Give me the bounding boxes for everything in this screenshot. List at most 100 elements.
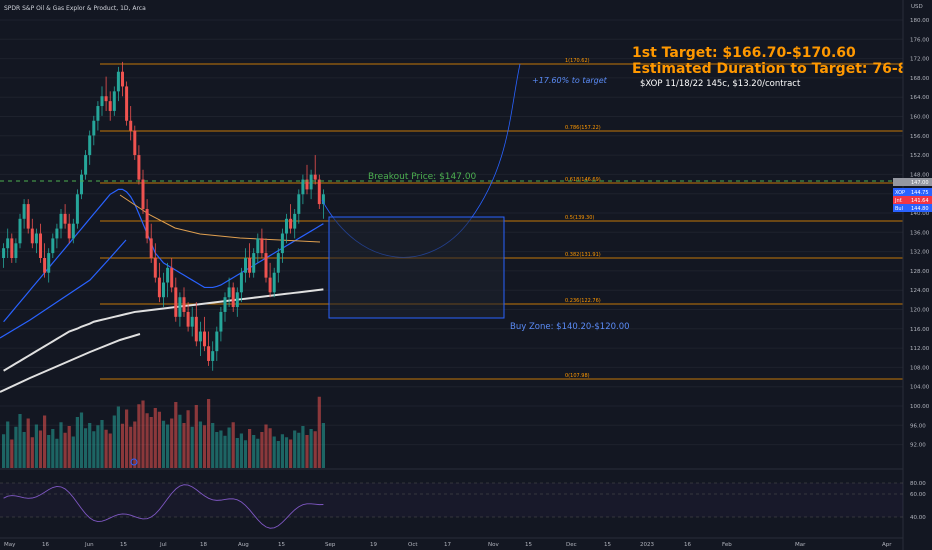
volume-bar — [47, 435, 51, 468]
buy-zone-box[interactable] — [328, 216, 505, 319]
volume-bar — [174, 402, 178, 468]
volume-bar — [67, 426, 71, 468]
x-tick-label: Sep — [325, 542, 336, 548]
volume-bar — [219, 430, 223, 468]
candle-body — [14, 243, 18, 259]
candle-body — [84, 155, 88, 175]
candle-body — [153, 258, 157, 278]
candle-body — [125, 86, 129, 121]
volume-bar — [198, 421, 202, 468]
volume-bar — [18, 414, 22, 468]
candle-body — [121, 71, 124, 87]
volume-bar — [10, 439, 14, 468]
y-tick-label: 180.00 — [910, 18, 930, 24]
volume-bar — [186, 410, 190, 468]
candle-body — [145, 208, 149, 239]
ma-blue — [3, 188, 324, 323]
price-tag-bg — [893, 196, 932, 204]
x-tick-label: 16 — [684, 542, 691, 548]
volume-bar — [88, 423, 92, 468]
rsi-band — [0, 483, 903, 517]
y-tick-label: 176.00 — [910, 37, 930, 43]
candle-body — [170, 267, 174, 288]
volume-bar — [321, 423, 325, 468]
ma-orange — [119, 194, 321, 243]
volume-bar — [79, 412, 84, 468]
price-axis[interactable] — [903, 0, 932, 550]
x-tick-label: 2023 — [640, 542, 654, 548]
volume-bar — [264, 424, 268, 468]
event-marker-icon[interactable] — [130, 458, 138, 466]
y-tick-label: 168.00 — [910, 76, 930, 82]
fib-label: 0.236(122.76) — [565, 298, 601, 304]
ma-white-lead — [0, 333, 141, 393]
candle-body — [80, 174, 83, 195]
y-tick-label: 156.00 — [910, 134, 930, 140]
candle-body — [63, 213, 67, 224]
volume-bar — [202, 425, 207, 468]
volume-bar — [125, 409, 129, 468]
rsi-tick-label: 60.00 — [910, 492, 926, 498]
candlesticks[interactable] — [2, 61, 325, 371]
candle-body — [256, 238, 260, 254]
volume-bar — [178, 414, 182, 468]
volume-bar — [243, 440, 248, 468]
candle-body — [264, 253, 268, 278]
volume-bar — [96, 425, 100, 468]
volume-bar — [71, 436, 75, 468]
fib-label: 0.786(157.22) — [565, 125, 601, 131]
breakout-label: Breakout Price: $147.00 — [368, 172, 477, 182]
volume-bar — [55, 438, 59, 468]
currency-label: USD — [911, 4, 923, 10]
candle-body — [100, 96, 104, 107]
price-tag-value: 147.00 — [911, 180, 929, 186]
y-tick-label: 128.00 — [910, 269, 930, 275]
volume-bar — [43, 415, 47, 468]
fib-label: 0.5(139.30) — [565, 215, 594, 221]
volume-bar — [116, 406, 120, 468]
volume-bar — [309, 429, 313, 468]
candle-body — [116, 71, 120, 92]
candle-body — [133, 130, 137, 156]
candle-body — [190, 316, 194, 327]
volume-bar — [14, 426, 18, 468]
x-tick-label: Mar — [795, 542, 806, 548]
volume-bar — [211, 423, 215, 468]
candle-body — [305, 179, 309, 190]
x-tick-label: 15 — [525, 542, 532, 548]
candle-body — [223, 297, 227, 312]
price-tag-value: 144.80 — [911, 206, 929, 212]
x-tick-label: 18 — [200, 542, 207, 548]
y-tick-label: 160.00 — [910, 115, 930, 121]
price-tag-value: 144.75 — [911, 190, 929, 196]
volume-bar — [30, 437, 34, 468]
volume-bar — [63, 432, 67, 468]
candle-body — [149, 238, 153, 259]
fib-label: 0(107.98) — [565, 373, 590, 379]
volume-bar — [235, 438, 239, 468]
candle-body — [198, 331, 202, 342]
fib-label: 0.382(131.91) — [565, 252, 601, 258]
x-tick-label: Aug — [238, 542, 249, 548]
volume-bar — [22, 432, 26, 468]
volume-bar — [92, 431, 96, 468]
volume-bar — [137, 404, 141, 468]
x-tick-label: Apr — [882, 542, 892, 548]
volume-bar — [38, 430, 43, 468]
x-tick-label: Dec — [566, 542, 577, 548]
volume-bar — [84, 428, 88, 468]
candle-body — [43, 258, 47, 273]
y-tick-label: 124.00 — [910, 288, 930, 294]
volume-bar — [112, 415, 116, 468]
candle-body — [157, 277, 161, 298]
x-tick-label: Feb — [722, 542, 732, 548]
candle-body — [203, 331, 206, 347]
price-tags: 147.00 XOP 144.75 Jnf. 141.64 Bul 144.80 — [893, 178, 932, 212]
candle-body — [260, 238, 264, 254]
candle-body — [55, 228, 59, 239]
x-tick-label: 17 — [444, 542, 451, 548]
candle-body — [248, 258, 252, 273]
candle-body — [219, 311, 223, 332]
volume-bar — [6, 421, 10, 468]
